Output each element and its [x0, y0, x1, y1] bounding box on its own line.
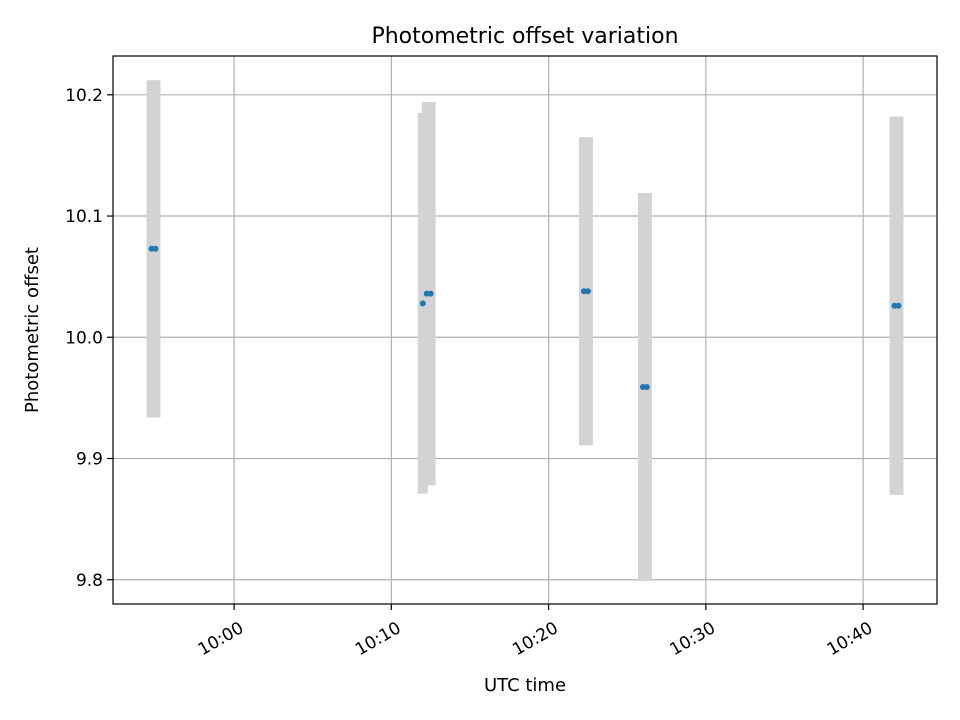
y-tick-label: 9.8 [76, 571, 103, 591]
data-points [148, 245, 902, 390]
y-axis-label: Photometric offset [22, 247, 43, 413]
data-point [427, 290, 434, 297]
data-point [584, 288, 591, 295]
x-axis-label: UTC time [484, 675, 566, 696]
y-tick-label: 10.0 [65, 328, 103, 348]
plot-frame [112, 55, 938, 605]
y-tick-label: 9.9 [76, 450, 103, 470]
data-point [152, 245, 159, 252]
data-point [419, 300, 426, 307]
grid [113, 56, 937, 604]
data-point [895, 302, 902, 309]
y-tick-label: 10.1 [65, 207, 103, 227]
y-ticks: 9.8 9.9 10.0 10.1 10.2 [65, 86, 113, 591]
chart-title: Photometric offset variation [371, 24, 678, 49]
y-tick-label: 10.2 [65, 86, 103, 106]
data-point [643, 383, 650, 390]
